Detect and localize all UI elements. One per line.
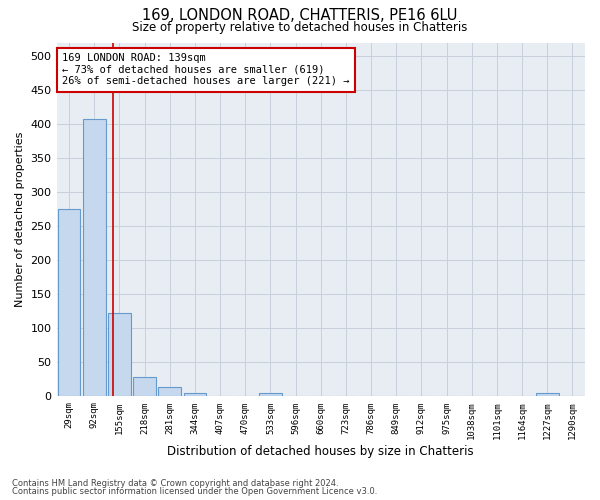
Bar	[184, 393, 206, 396]
Text: 169 LONDON ROAD: 139sqm
← 73% of detached houses are smaller (619)
26% of semi-d: 169 LONDON ROAD: 139sqm ← 73% of detache…	[62, 53, 349, 86]
Bar	[259, 393, 282, 396]
Bar	[536, 393, 559, 396]
Text: Size of property relative to detached houses in Chatteris: Size of property relative to detached ho…	[133, 21, 467, 34]
Bar	[83, 120, 106, 396]
Bar	[133, 376, 156, 396]
X-axis label: Distribution of detached houses by size in Chatteris: Distribution of detached houses by size …	[167, 444, 474, 458]
Text: 169, LONDON ROAD, CHATTERIS, PE16 6LU: 169, LONDON ROAD, CHATTERIS, PE16 6LU	[142, 8, 458, 22]
Y-axis label: Number of detached properties: Number of detached properties	[15, 132, 25, 307]
Text: Contains HM Land Registry data © Crown copyright and database right 2024.: Contains HM Land Registry data © Crown c…	[12, 478, 338, 488]
Bar	[158, 387, 181, 396]
Text: Contains public sector information licensed under the Open Government Licence v3: Contains public sector information licen…	[12, 487, 377, 496]
Bar	[58, 210, 80, 396]
Bar	[108, 314, 131, 396]
